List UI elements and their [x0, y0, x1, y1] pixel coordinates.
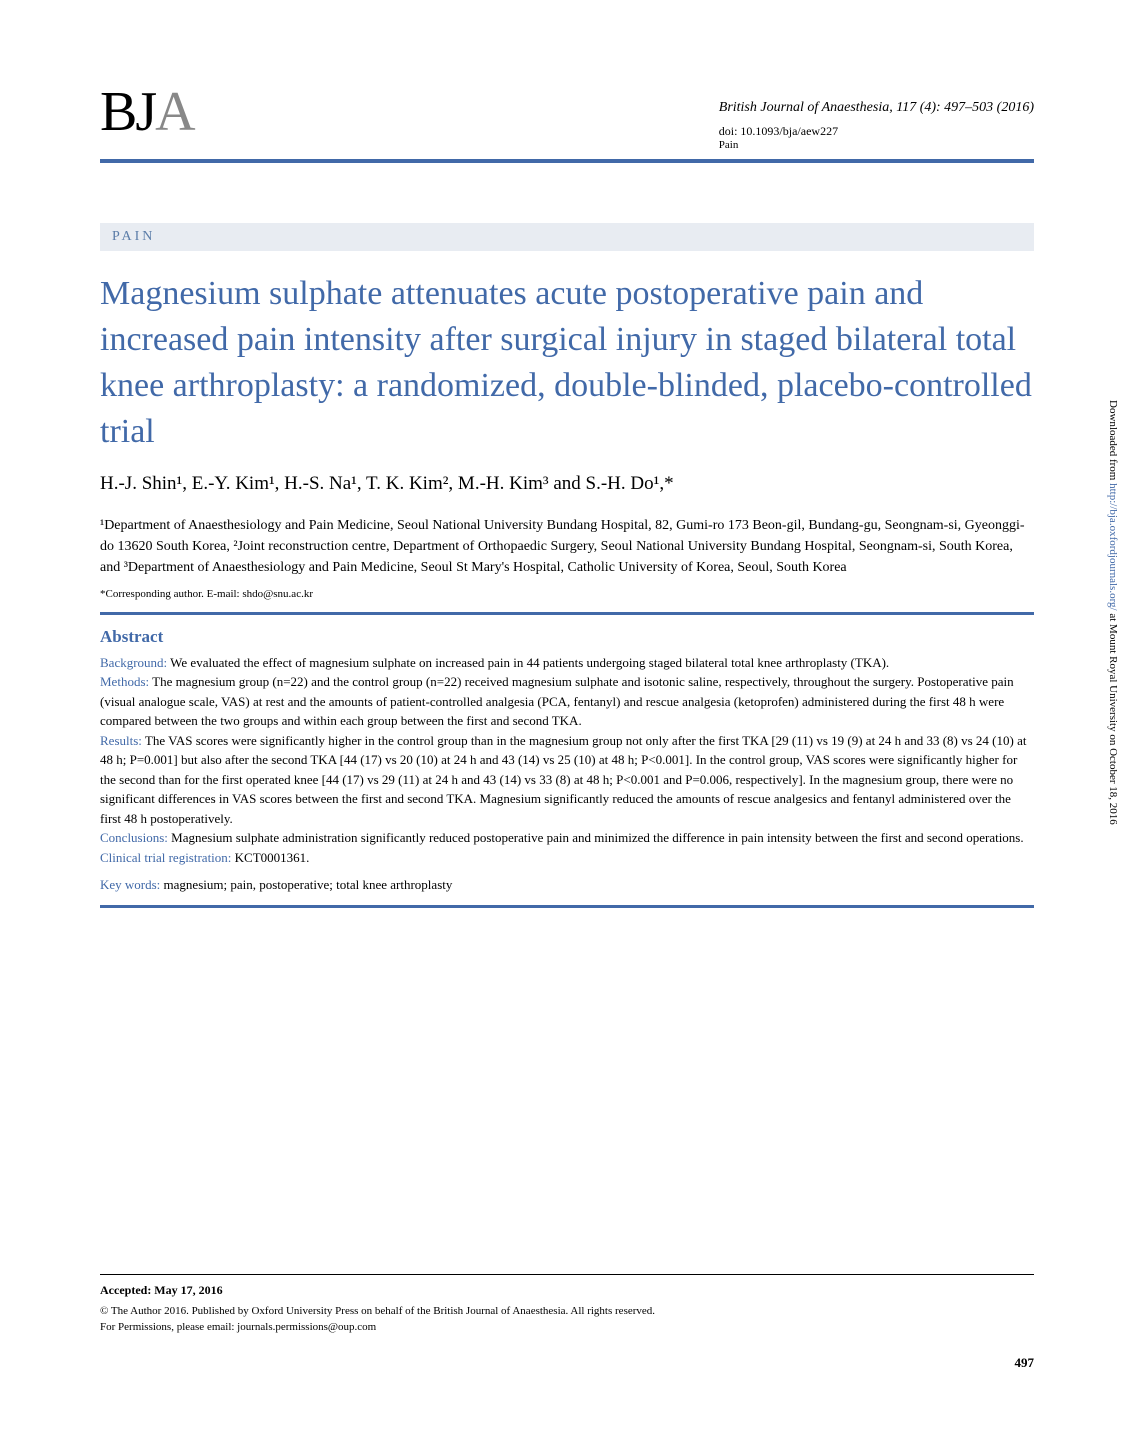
keywords-text: magnesium; pain, postoperative; total kn… [160, 877, 452, 892]
methods-text: The magnesium group (n=22) and the contr… [100, 674, 1014, 728]
page-number: 497 [100, 1355, 1034, 1371]
download-sidebar: Downloaded from http://bja.oxfordjournal… [1107, 400, 1119, 825]
results-text: The VAS scores were significantly higher… [100, 733, 1026, 826]
section-name: Pain [719, 139, 1034, 151]
affiliations: ¹Department of Anaesthesiology and Pain … [100, 515, 1034, 578]
authors: H.-J. Shin¹, E.-Y. Kim¹, H.-S. Na¹, T. K… [100, 473, 1034, 495]
registration-label: Clinical trial registration: [100, 850, 231, 865]
header-rule [100, 159, 1034, 163]
sidebar-prefix: Downloaded from [1107, 400, 1119, 483]
conclusions-label: Conclusions: [100, 830, 168, 845]
accepted-date: Accepted: May 17, 2016 [100, 1283, 1034, 1298]
keywords-label: Key words: [100, 877, 160, 892]
copyright: © The Author 2016. Published by Oxford U… [100, 1304, 1034, 1335]
registration-text: KCT0001361. [231, 850, 309, 865]
abstract-bottom-rule [100, 905, 1034, 908]
header-row: BJA British Journal of Anaesthesia, 117 … [100, 80, 1034, 151]
conclusions-text: Magnesium sulphate administration signif… [168, 830, 1024, 845]
results-label: Results: [100, 733, 142, 748]
logo-light: A [155, 81, 193, 143]
abstract-heading: Abstract [100, 627, 1034, 647]
keywords: Key words: magnesium; pain, postoperativ… [100, 877, 1034, 893]
page-container: BJA British Journal of Anaesthesia, 117 … [0, 0, 1134, 1431]
methods-label: Methods: [100, 674, 149, 689]
sidebar-link[interactable]: http://bja.oxfordjournals.org/ [1107, 483, 1119, 611]
copyright-line1: © The Author 2016. Published by Oxford U… [100, 1305, 655, 1317]
article-title: Magnesium sulphate attenuates acute post… [100, 271, 1034, 455]
abstract-top-rule [100, 612, 1034, 615]
background-label: Background: [100, 655, 167, 670]
corresponding-author: *Corresponding author. E-mail: shdo@snu.… [100, 588, 1034, 600]
sidebar-suffix: at Mount Royal University on October 18,… [1107, 611, 1119, 825]
journal-logo: BJA [100, 80, 194, 144]
footer-rule [100, 1274, 1034, 1275]
doi: doi: 10.1093/bja/aew227 [719, 124, 1034, 139]
header-info: British Journal of Anaesthesia, 117 (4):… [719, 80, 1034, 151]
logo-main: BJ [100, 81, 155, 143]
footer-section: Accepted: May 17, 2016 © The Author 2016… [100, 1274, 1034, 1371]
section-tag: PAIN [100, 223, 1034, 251]
background-text: We evaluated the effect of magnesium sul… [167, 655, 889, 670]
copyright-line2: For Permissions, please email: journals.… [100, 1321, 376, 1333]
abstract-body: Background: We evaluated the effect of m… [100, 653, 1034, 868]
journal-citation: British Journal of Anaesthesia, 117 (4):… [719, 100, 1034, 116]
